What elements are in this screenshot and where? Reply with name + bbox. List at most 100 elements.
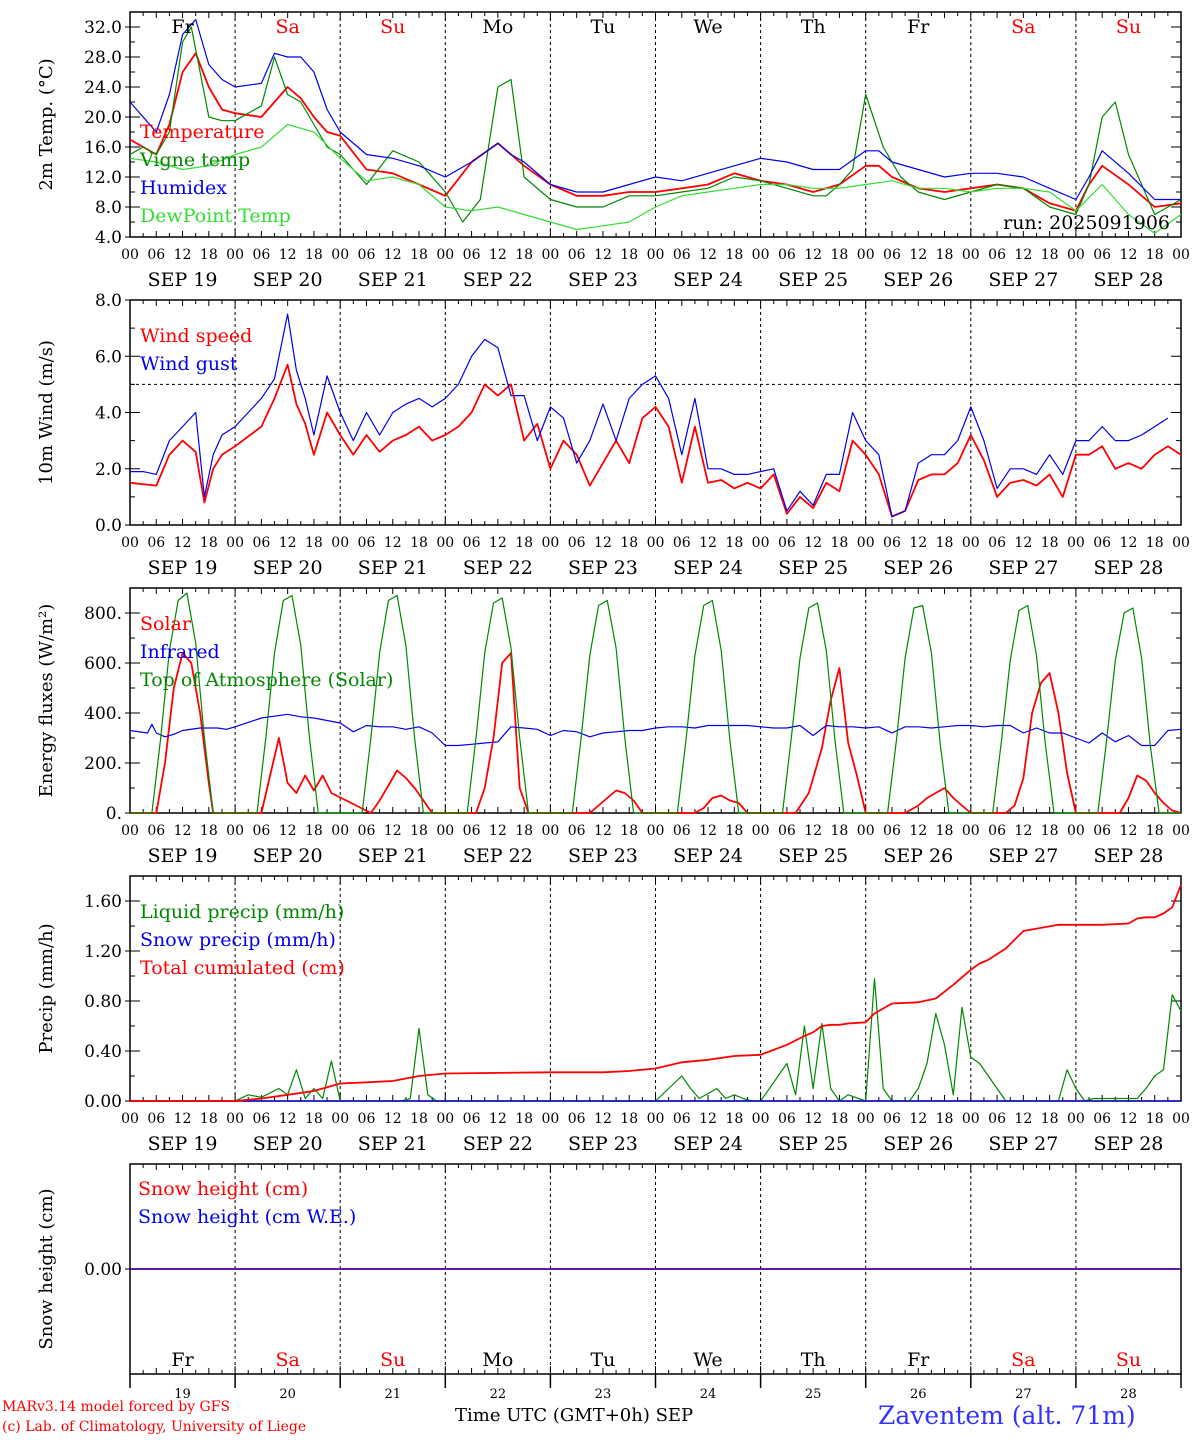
weekday-label: Su xyxy=(1116,1349,1141,1371)
hour-label: 06 xyxy=(988,823,1006,839)
day-number: 19 xyxy=(174,1387,191,1402)
hour-label: 00 xyxy=(331,535,349,551)
hour-label: 12 xyxy=(174,247,192,263)
series-humidex xyxy=(129,18,1181,201)
y-axis-label: Snow height (cm) xyxy=(36,1188,57,1349)
hour-label: 06 xyxy=(778,247,796,263)
hour-label: 18 xyxy=(200,1111,218,1127)
hour-label: 12 xyxy=(804,823,822,839)
date-label: SEP 20 xyxy=(253,1133,323,1155)
hour-label: 12 xyxy=(384,823,402,839)
weekday-label: Fr xyxy=(907,1349,930,1371)
hour-label: 12 xyxy=(384,1111,402,1127)
panel-3: 0. 200. 400. 600. 800. Energy fluxes (W/m²) So… xyxy=(36,587,1190,867)
hour-label: 00 xyxy=(226,247,244,263)
date-label: SEP 21 xyxy=(358,845,428,867)
y-tick-label: 200. xyxy=(84,754,122,774)
hour-label: 06 xyxy=(568,823,586,839)
hour-label: 00 xyxy=(121,247,139,263)
weekday-label: Sa xyxy=(1011,1349,1035,1371)
hour-label: 18 xyxy=(936,823,954,839)
legend-entry: Vigne temp xyxy=(139,149,250,171)
weekday-label: Fr xyxy=(171,16,194,38)
hour-label: 06 xyxy=(673,535,691,551)
hour-label: 06 xyxy=(883,823,901,839)
weekday-label: We xyxy=(693,1349,722,1371)
date-label: SEP 21 xyxy=(358,1133,428,1155)
hour-label: 00 xyxy=(121,1111,139,1127)
hour-label: 18 xyxy=(1146,823,1164,839)
hour-label: 18 xyxy=(620,535,638,551)
hour-label: 00 xyxy=(647,535,665,551)
hour-label: 12 xyxy=(804,247,822,263)
hour-label: 06 xyxy=(568,1111,586,1127)
y-tick-label: 600. xyxy=(84,654,122,674)
series-infrared xyxy=(129,713,1182,747)
hour-label: 06 xyxy=(568,247,586,263)
model-credit: MARv3.14 model forced by GFS xyxy=(2,1399,231,1415)
hour-label: 00 xyxy=(857,535,875,551)
date-label: SEP 28 xyxy=(1094,557,1164,579)
date-label: SEP 19 xyxy=(148,557,218,579)
date-label: SEP 26 xyxy=(883,845,953,867)
hour-label: 12 xyxy=(279,823,297,839)
hour-label: 18 xyxy=(725,247,743,263)
hour-label: 00 xyxy=(541,535,559,551)
y-tick-label: 800. xyxy=(84,604,122,624)
panel-4: 0.00 0.40 0.80 1.20 1.60 Precip (mm/h) Liquid … xyxy=(36,875,1190,1155)
hour-label: 00 xyxy=(226,823,244,839)
hour-label: 00 xyxy=(331,1111,349,1127)
weekday-label: Th xyxy=(801,1349,826,1371)
hour-label: 12 xyxy=(174,535,192,551)
weekday-label: Tu xyxy=(590,16,615,38)
hour-label: 12 xyxy=(594,535,612,551)
y-tick-label: 4.0 xyxy=(95,228,122,248)
hour-label: 18 xyxy=(831,247,849,263)
run-label: run: 2025091906 xyxy=(1003,212,1170,234)
y-tick-label: 20.0 xyxy=(84,108,122,128)
hour-label: 06 xyxy=(463,1111,481,1127)
hour-label: 00 xyxy=(647,247,665,263)
hour-label: 06 xyxy=(988,535,1006,551)
date-label: SEP 27 xyxy=(988,1133,1058,1155)
weekday-label: Su xyxy=(1116,16,1141,38)
y-tick-label: 16.0 xyxy=(84,138,122,158)
hour-label: 06 xyxy=(358,247,376,263)
y-tick-label: 400. xyxy=(84,704,122,724)
hour-label: 00 xyxy=(541,1111,559,1127)
weekday-label: Sa xyxy=(275,1349,299,1371)
hour-label: 12 xyxy=(1014,1111,1032,1127)
date-label: SEP 27 xyxy=(988,557,1058,579)
legend-entry: Snow height (cm) xyxy=(138,1178,308,1200)
date-label: SEP 21 xyxy=(358,269,428,291)
hour-label: 06 xyxy=(1093,1111,1111,1127)
y-tick-label: 0.00 xyxy=(84,1092,122,1112)
hour-label: 00 xyxy=(436,247,454,263)
y-axis-label: 10m Wind (m/s) xyxy=(36,340,57,485)
legend-entry: Top of Atmosphere (Solar) xyxy=(140,669,393,691)
hour-label: 00 xyxy=(331,823,349,839)
hour-label: 18 xyxy=(515,247,533,263)
day-number: 23 xyxy=(595,1387,612,1402)
hour-label: 12 xyxy=(1014,535,1032,551)
hour-label: 12 xyxy=(699,1111,717,1127)
hour-label: 00 xyxy=(436,1111,454,1127)
date-label: SEP 24 xyxy=(673,1133,743,1155)
hour-label: 12 xyxy=(279,247,297,263)
date-label: SEP 25 xyxy=(778,1133,848,1155)
hour-label: 18 xyxy=(1041,1111,1059,1127)
hour-label: 18 xyxy=(936,247,954,263)
hour-label: 18 xyxy=(305,1111,323,1127)
hour-label: 12 xyxy=(909,1111,927,1127)
hour-label: 12 xyxy=(1120,1111,1138,1127)
weekday-label: Sa xyxy=(1011,16,1035,38)
hour-label: 00 xyxy=(962,823,980,839)
legend-entry: Solar xyxy=(140,613,192,635)
hour-label: 18 xyxy=(725,1111,743,1127)
y-tick-label: 1.20 xyxy=(84,942,122,962)
hour-label: 12 xyxy=(1120,535,1138,551)
day-number: 20 xyxy=(279,1387,296,1402)
hour-label: 18 xyxy=(410,247,428,263)
hour-label: 06 xyxy=(883,247,901,263)
